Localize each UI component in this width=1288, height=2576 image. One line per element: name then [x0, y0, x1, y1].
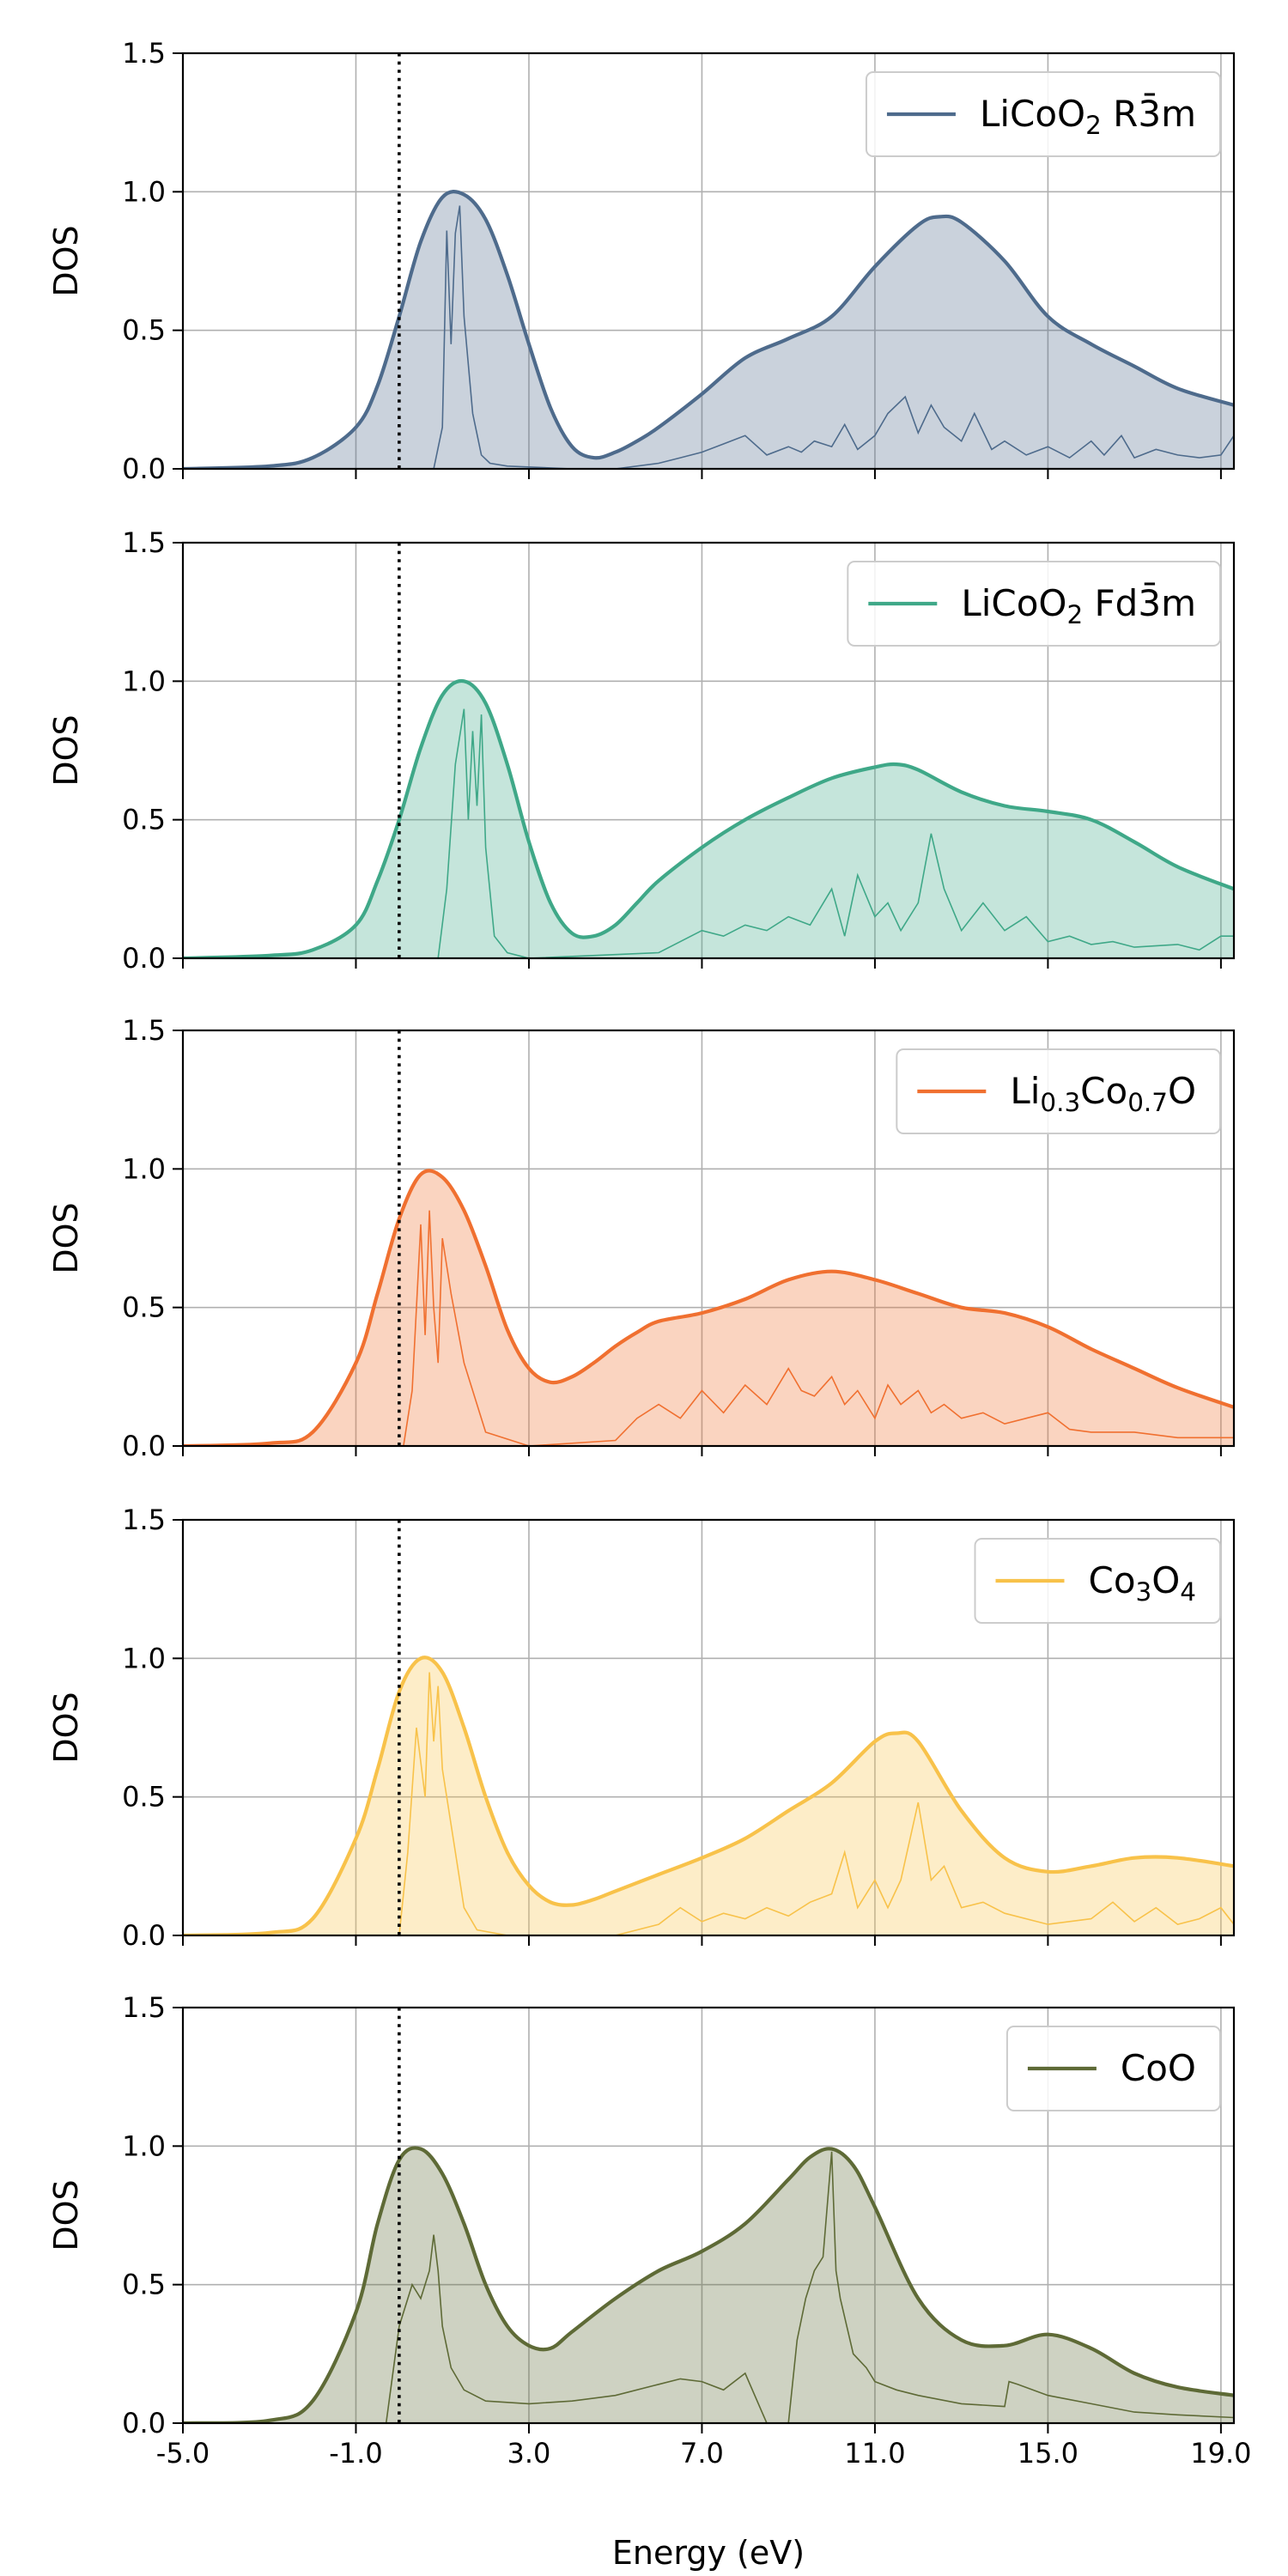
legend-box: [865, 71, 1221, 157]
y-tick-label: 1.5: [122, 1991, 166, 2024]
legend: Co3​O4​: [974, 1538, 1221, 1624]
x-tick-label: 15.0: [1018, 2437, 1078, 2470]
panel-4: 0.0 0.5 1.0 1.5 DOS Co3​O4​: [47, 1504, 1236, 1952]
panel-1: 0.0 0.5 1.0 1.5 DOS LiCoO2​ R3̄m: [47, 37, 1236, 485]
y-axis-label: DOS: [47, 2179, 85, 2251]
x-tick-label: -5.0: [156, 2437, 210, 2470]
dos-area-fill: [183, 2148, 1234, 2423]
smoothed-dos-line: [183, 1656, 1234, 1935]
x-tick-label: 7.0: [680, 2437, 724, 2470]
smoothed-dos-line: [183, 678, 1234, 958]
legend-label: Co3​O4​: [1089, 1559, 1197, 1607]
y-tick-label: 0.5: [122, 314, 166, 347]
y-axis-label: DOS: [47, 1692, 85, 1763]
smoothed-dos-line: [183, 190, 1234, 469]
axes-frame: [181, 1029, 1236, 1448]
y-tick-label: 1.0: [122, 1642, 166, 1674]
legend-box: [896, 1048, 1221, 1134]
smoothed-dos-line: [183, 1169, 1234, 1446]
legend: CoO: [1005, 2026, 1221, 2111]
x-axis-tick-labels: -5.0 -1.0 3.0 7.0 11.0 15.0 19.0: [156, 2437, 1252, 2470]
legend-label: CoO: [1121, 2047, 1196, 2089]
axes-frame: [181, 1518, 1236, 1937]
legend-label: Li0.3​Co0.7​O: [1010, 1070, 1196, 1117]
axes-frame: [181, 541, 1236, 960]
legend-box: [1005, 2026, 1221, 2111]
y-tick-label: 1.5: [122, 1014, 166, 1047]
y-tick-label: 0.0: [122, 1430, 166, 1462]
y-tick-label: 0.0: [122, 453, 166, 485]
y-tick-label: 0.5: [122, 804, 166, 836]
y-tick-label: 1.5: [122, 37, 166, 70]
raw-dos-line: [183, 2151, 1234, 2423]
axes-frame: [181, 52, 1236, 471]
raw-dos-line: [183, 205, 1234, 469]
y-tick-label: 1.0: [122, 2129, 166, 2162]
legend-box: [974, 1538, 1221, 1624]
y-tick-label: 1.0: [122, 1152, 166, 1185]
y-axis-label: DOS: [47, 225, 85, 296]
x-tick-label: 11.0: [844, 2437, 905, 2470]
legend: Li0.3​Co0.7​O: [896, 1048, 1221, 1134]
y-tick-label: 1.0: [122, 665, 166, 697]
y-axis-label: DOS: [47, 1202, 85, 1273]
dos-area-fill: [183, 1170, 1234, 1446]
panel-5: 0.0 0.5 1.0 1.5 DOS CoO: [47, 1991, 1236, 2439]
y-tick-label: 0.5: [122, 1781, 166, 1814]
legend-label: LiCoO2​ R3̄m: [980, 91, 1196, 140]
raw-dos-line: [183, 708, 1234, 958]
raw-dos-line: [183, 1672, 1234, 1935]
raw-dos-line: [183, 1210, 1234, 1446]
y-tick-label: 0.0: [122, 2407, 166, 2439]
legend: LiCoO2​ Fd3̄m: [847, 561, 1221, 647]
panel-2: 0.0 0.5 1.0 1.5 DOS LiCoO2​ Fd3̄m: [47, 526, 1236, 975]
legend-box: [847, 561, 1221, 647]
smoothed-dos-line: [183, 2146, 1234, 2423]
legend-label: LiCoO2​ Fd3̄m: [961, 580, 1196, 629]
x-tick-label: -1.0: [329, 2437, 382, 2470]
x-tick-label: 3.0: [507, 2437, 551, 2470]
legend: LiCoO2​ R3̄m: [865, 71, 1221, 157]
y-tick-label: 0.5: [122, 1291, 166, 1324]
y-tick-label: 0.0: [122, 942, 166, 975]
panels: 0.0 0.5 1.0 1.5 DOS LiCoO2​ R3̄m 0.0 0.5 1.0 1.5 D…: [47, 37, 1236, 2439]
y-tick-label: 1.5: [122, 526, 166, 559]
y-tick-label: 1.5: [122, 1504, 166, 1536]
x-tick-label: 19.0: [1190, 2437, 1251, 2470]
dos-area-fill: [183, 1657, 1234, 1935]
y-tick-label: 0.0: [122, 1919, 166, 1952]
y-tick-label: 1.0: [122, 175, 166, 208]
x-axis-label: Energy (eV): [612, 2534, 805, 2572]
panel-3: 0.0 0.5 1.0 1.5 DOS Li0.3​Co0.7​O: [47, 1014, 1236, 1462]
dos-area-fill: [183, 681, 1234, 958]
y-tick-label: 0.5: [122, 2269, 166, 2301]
y-axis-label: DOS: [47, 714, 85, 786]
axes-frame: [181, 2006, 1236, 2425]
